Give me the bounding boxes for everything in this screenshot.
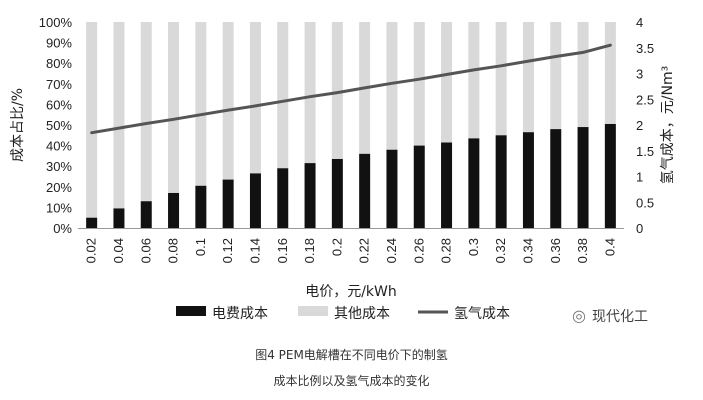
x-tick-label: 0.4 <box>602 238 617 256</box>
bar-electricity-cost <box>140 201 152 228</box>
x-tick-label: 0.38 <box>575 238 590 263</box>
bar-electricity-cost <box>468 138 480 228</box>
x-tick-label: 0.24 <box>384 238 399 263</box>
bar-electricity-cost <box>441 142 453 228</box>
bar-other-cost <box>604 22 616 124</box>
legend-label-hydrogen: 氢气成本 <box>454 306 510 322</box>
y-left-tick-label: 50% <box>46 118 72 133</box>
bar-other-cost <box>222 22 234 180</box>
x-tick-label: 0.28 <box>439 238 454 263</box>
y-right-tick-label: 3.5 <box>636 41 654 56</box>
line-hydrogen-cost <box>90 43 612 135</box>
bar-other-cost <box>386 22 398 150</box>
y-right-tick-label: 2 <box>636 118 643 133</box>
bar-other-cost <box>413 22 425 146</box>
y-right-axis-title: 氢气成本，元/Nm³ <box>660 66 676 184</box>
bar-other-cost <box>522 22 534 133</box>
figure-caption-line1: 图4 PEM电解槽在不同电价下的制氢 <box>255 348 448 362</box>
chart: 0.02 0.04 0.06 0.08 0.1 0.12 0.14 0.16 0.18 0.2 0.… <box>10 15 676 322</box>
y-left-tick-label: 30% <box>46 159 72 174</box>
legend-swatch-other <box>298 306 328 316</box>
legend-swatch-electricity <box>176 306 206 316</box>
bar-electricity-cost <box>168 192 180 228</box>
x-tick-label: 0.06 <box>138 238 153 263</box>
y-left-tick-label: 100% <box>39 15 73 30</box>
legend-label-other: 其他成本 <box>334 306 390 322</box>
x-tick-label: 0.08 <box>166 238 181 263</box>
bar-electricity-cost <box>359 153 371 228</box>
bar-other-cost <box>441 22 453 143</box>
y-left-tick-label: 10% <box>46 200 72 215</box>
x-tick-label: 0.18 <box>302 238 317 263</box>
y-right-tick-label: 2.5 <box>636 92 654 107</box>
bar-other-cost <box>331 22 343 159</box>
y-left-tick-label: 0% <box>53 221 72 236</box>
bar-other-cost <box>550 22 562 130</box>
x-tick-label: 0.14 <box>247 238 262 263</box>
bar-electricity-cost <box>277 168 289 228</box>
x-tick-label: 0.22 <box>357 238 372 263</box>
bar-electricity-cost <box>522 132 534 228</box>
bar-other-cost <box>195 22 207 186</box>
watermark: ◎ 现代化工 <box>568 306 648 326</box>
y-right-tick-label: 0 <box>636 221 643 236</box>
y-left-tick-label: 60% <box>46 97 72 112</box>
x-tick-label: 0.1 <box>193 238 208 256</box>
wechat-icon: ◎ <box>572 306 586 325</box>
x-tick-label: 0.32 <box>493 238 508 263</box>
figure-caption-line2: 成本比例以及氢气成本的变化 <box>273 374 430 388</box>
x-tick-label: 0.34 <box>520 238 535 263</box>
x-tick-label: 0.12 <box>220 238 235 263</box>
x-tick-label: 0.2 <box>329 238 344 256</box>
bar-other-cost <box>495 22 507 136</box>
bar-electricity-cost <box>331 158 343 228</box>
bar-electricity-cost <box>222 179 234 228</box>
bar-other-cost <box>577 22 589 128</box>
bar-electricity-cost <box>86 217 98 228</box>
bar-electricity-cost <box>304 163 316 228</box>
y-left-tick-label: 80% <box>46 56 72 71</box>
bar-other-cost <box>113 22 125 209</box>
legend-label-electricity: 电费成本 <box>212 306 268 322</box>
bar-other-cost <box>86 22 98 218</box>
bar-electricity-cost <box>604 123 616 228</box>
bar-other-cost <box>140 22 152 202</box>
bar-other-cost <box>249 22 261 174</box>
x-tick-label: 0.04 <box>111 238 126 263</box>
y-right-tick-label: 3 <box>636 67 643 82</box>
y-left-tick-label: 20% <box>46 180 72 195</box>
bar-electricity-cost <box>495 135 507 228</box>
x-tick-label: 0.16 <box>275 238 290 263</box>
bar-other-cost <box>468 22 480 139</box>
x-tick-label: 0.3 <box>466 238 481 256</box>
bar-other-cost <box>277 22 289 169</box>
watermark-text: 现代化工 <box>592 309 648 325</box>
bar-other-cost <box>304 22 316 164</box>
bar-electricity-cost <box>249 173 261 228</box>
bar-electricity-cost <box>386 149 398 228</box>
bar-electricity-cost <box>577 127 589 228</box>
x-tick-label: 0.02 <box>84 238 99 263</box>
bar-electricity-cost <box>413 145 425 228</box>
x-tick-label: 0.36 <box>548 238 563 263</box>
y-right-tick-label: 4 <box>636 15 643 30</box>
bar-electricity-cost <box>195 185 207 228</box>
bar-other-cost <box>168 22 180 193</box>
y-left-tick-label: 90% <box>46 36 72 51</box>
y-left-tick-label: 40% <box>46 139 72 154</box>
y-left-axis-title: 成本占比/% <box>10 88 26 162</box>
bar-electricity-cost <box>550 129 562 228</box>
y-left-tick-label: 70% <box>46 77 72 92</box>
y-right-tick-label: 0.5 <box>636 195 654 210</box>
y-right-tick-label: 1.5 <box>636 144 654 159</box>
y-right-tick-label: 1 <box>636 170 643 185</box>
x-tick-label: 0.26 <box>411 238 426 263</box>
x-axis-title: 电价，元/kWh <box>305 284 397 300</box>
bar-electricity-cost <box>113 208 125 228</box>
